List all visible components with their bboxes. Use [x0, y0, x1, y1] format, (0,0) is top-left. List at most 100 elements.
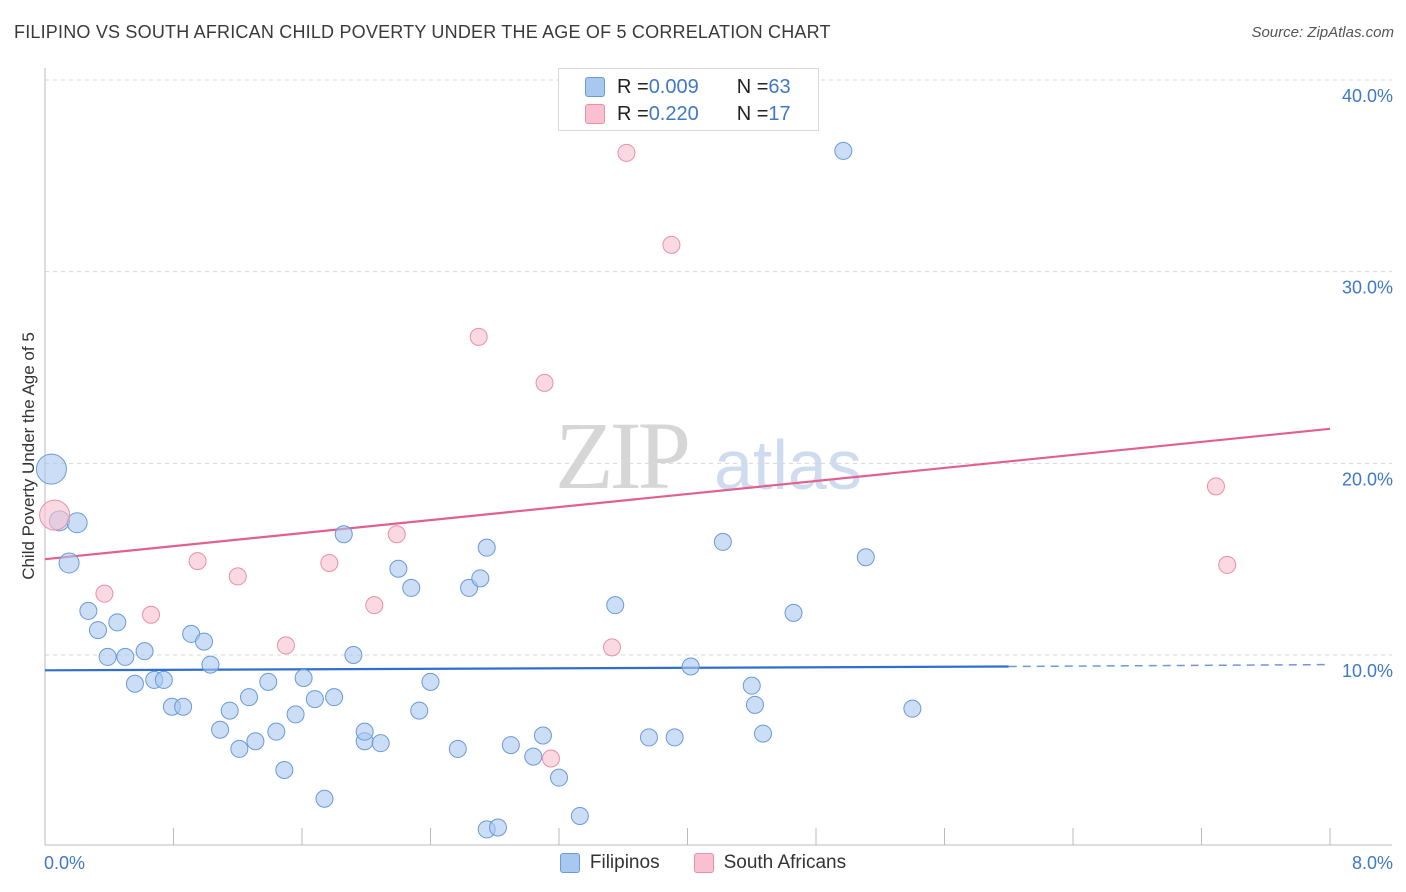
legend-item-south-africans[interactable]: South Africans — [693, 852, 847, 874]
data-point-south-africans — [365, 596, 384, 615]
legend-label-filipinos: Filipinos — [589, 852, 660, 873]
legend-r-label: R = — [617, 102, 649, 125]
data-point-filipinos — [315, 789, 334, 808]
data-point-filipinos — [259, 672, 278, 691]
y-tick-label: 20.0% — [1342, 469, 1393, 489]
legend-n-label: N = — [736, 102, 769, 125]
data-point-filipinos — [89, 621, 108, 640]
legend-r-value: 0.220 — [648, 102, 699, 125]
data-point-filipinos — [402, 578, 421, 597]
data-point-filipinos — [334, 525, 353, 544]
data-point-filipinos — [606, 596, 625, 615]
legend-n-value: 17 — [768, 102, 791, 125]
data-point-filipinos — [639, 728, 658, 747]
data-point-filipinos — [742, 676, 761, 695]
trend-line-filipinos — [44, 665, 1009, 672]
data-point-filipinos — [220, 701, 239, 720]
legend-label-south-africans: South Africans — [723, 852, 847, 873]
data-point-filipinos — [135, 642, 154, 661]
data-point-south-africans — [662, 235, 681, 254]
data-point-filipinos — [246, 732, 265, 751]
data-point-filipinos — [501, 736, 520, 755]
legend-n-value: 63 — [768, 75, 791, 98]
data-point-south-africans — [276, 636, 295, 655]
data-point-filipinos — [410, 701, 429, 720]
data-point-south-africans — [1206, 477, 1225, 496]
data-point-filipinos — [201, 655, 220, 674]
data-point-filipinos — [344, 646, 363, 664]
data-point-filipinos — [211, 720, 230, 739]
data-point-filipinos — [294, 669, 313, 687]
data-point-south-africans — [1218, 555, 1237, 574]
trend-lines — [44, 427, 1331, 672]
data-point-filipinos — [753, 724, 772, 743]
data-point-filipinos — [713, 532, 732, 551]
data-point-filipinos — [325, 688, 344, 707]
gridlines — [45, 79, 1392, 656]
data-point-filipinos — [66, 512, 88, 534]
x-tick-label: 8.0% — [1352, 853, 1393, 873]
legend-swatch-filipinos — [559, 853, 580, 873]
legend-row-filipinos: R = 0.009 N = 63 — [585, 74, 791, 100]
data-point-filipinos — [195, 632, 214, 651]
legend-r-value: 0.009 — [648, 75, 699, 98]
data-point-filipinos — [488, 818, 507, 837]
data-points — [35, 141, 1237, 839]
watermark-zip: ZIP — [555, 402, 691, 509]
data-point-filipinos — [665, 728, 684, 747]
data-point-filipinos — [275, 761, 294, 779]
data-point-south-africans — [228, 567, 247, 586]
legend-item-filipinos[interactable]: Filipinos — [559, 852, 660, 874]
data-point-filipinos — [286, 705, 305, 724]
stats-legend: R = 0.009 N = 63 R = 0.220 N = 17 — [558, 68, 819, 131]
data-point-south-africans — [95, 584, 114, 603]
trend-line-south-africans — [44, 427, 1331, 561]
legend-r-label: R = — [617, 75, 649, 98]
data-point-filipinos — [125, 674, 144, 693]
data-point-filipinos — [371, 734, 390, 753]
data-point-south-africans — [535, 373, 554, 392]
data-point-filipinos — [267, 722, 286, 741]
data-point-filipinos — [856, 548, 875, 567]
data-point-filipinos — [524, 747, 543, 766]
data-point-filipinos — [533, 726, 552, 745]
data-point-filipinos — [681, 657, 700, 676]
data-point-south-africans — [603, 638, 622, 657]
data-point-filipinos — [230, 739, 249, 758]
data-point-filipinos — [421, 672, 440, 691]
y-tick-label: 40.0% — [1342, 86, 1393, 106]
data-point-filipinos — [58, 552, 80, 574]
data-point-filipinos — [239, 688, 258, 707]
series-legend: Filipinos South Africans — [0, 852, 1406, 874]
chart-title: FILIPINO VS SOUTH AFRICAN CHILD POVERTY … — [14, 22, 831, 42]
data-point-filipinos — [745, 695, 764, 714]
data-point-filipinos — [108, 613, 127, 632]
data-point-filipinos — [116, 647, 135, 666]
data-point-south-africans — [39, 499, 71, 531]
legend-swatch-south-africans — [585, 104, 605, 124]
data-point-filipinos — [98, 647, 117, 666]
x-tick-label: 0.0% — [44, 853, 85, 873]
data-point-filipinos — [154, 670, 173, 689]
legend-n-label: N = — [736, 75, 769, 98]
data-point-filipinos — [355, 722, 374, 741]
data-point-filipinos — [784, 603, 803, 622]
data-point-filipinos — [174, 697, 193, 716]
axes — [44, 68, 1392, 846]
data-point-filipinos — [550, 768, 568, 787]
data-point-filipinos — [570, 807, 589, 825]
data-point-south-africans — [541, 749, 560, 768]
legend-swatch-filipinos — [585, 77, 605, 97]
data-point-filipinos — [305, 690, 324, 709]
data-point-filipinos — [903, 699, 922, 718]
data-point-filipinos — [35, 453, 67, 485]
data-point-south-africans — [188, 552, 207, 571]
watermark-atlas: atlas — [714, 426, 862, 504]
data-point-south-africans — [387, 525, 406, 544]
data-point-filipinos — [389, 559, 408, 578]
trend-line-extension — [1008, 663, 1331, 668]
data-point-south-africans — [320, 554, 339, 572]
legend-row-south-africans: R = 0.220 N = 17 — [585, 101, 791, 127]
y-axis-title: Child Poverty Under the Age of 5 — [19, 332, 38, 580]
